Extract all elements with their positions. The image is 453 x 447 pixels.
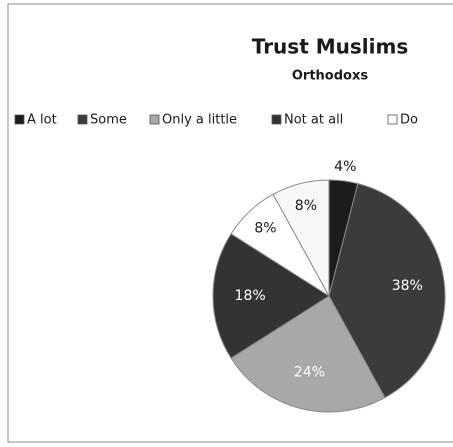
- pie-slice: [328, 183, 446, 399]
- legend-swatch: [387, 114, 398, 125]
- legend-label: A lot: [27, 113, 57, 128]
- legend-label: Some: [90, 113, 127, 128]
- chart-title: Trust Muslims: [252, 35, 408, 59]
- legend-swatch: [77, 114, 88, 125]
- value-label: 8%: [295, 198, 317, 214]
- legend-swatch: [149, 114, 160, 125]
- pie-slice: [212, 233, 330, 359]
- value-label: 8%: [254, 220, 276, 236]
- legend-label: Do: [400, 113, 418, 128]
- pie-slice: [272, 179, 330, 297]
- value-label: 38%: [392, 278, 423, 294]
- legend-label: Only a little: [162, 113, 237, 128]
- value-label: 4%: [334, 159, 356, 175]
- legend-swatch: [271, 114, 282, 125]
- pie-slice: [230, 295, 386, 413]
- value-label: 24%: [294, 364, 325, 380]
- value-label: 18%: [235, 288, 266, 304]
- legend-label: Not at all: [284, 113, 343, 128]
- legend-swatch: [14, 114, 25, 125]
- chart-subtitle: Orthodoxs: [292, 69, 368, 84]
